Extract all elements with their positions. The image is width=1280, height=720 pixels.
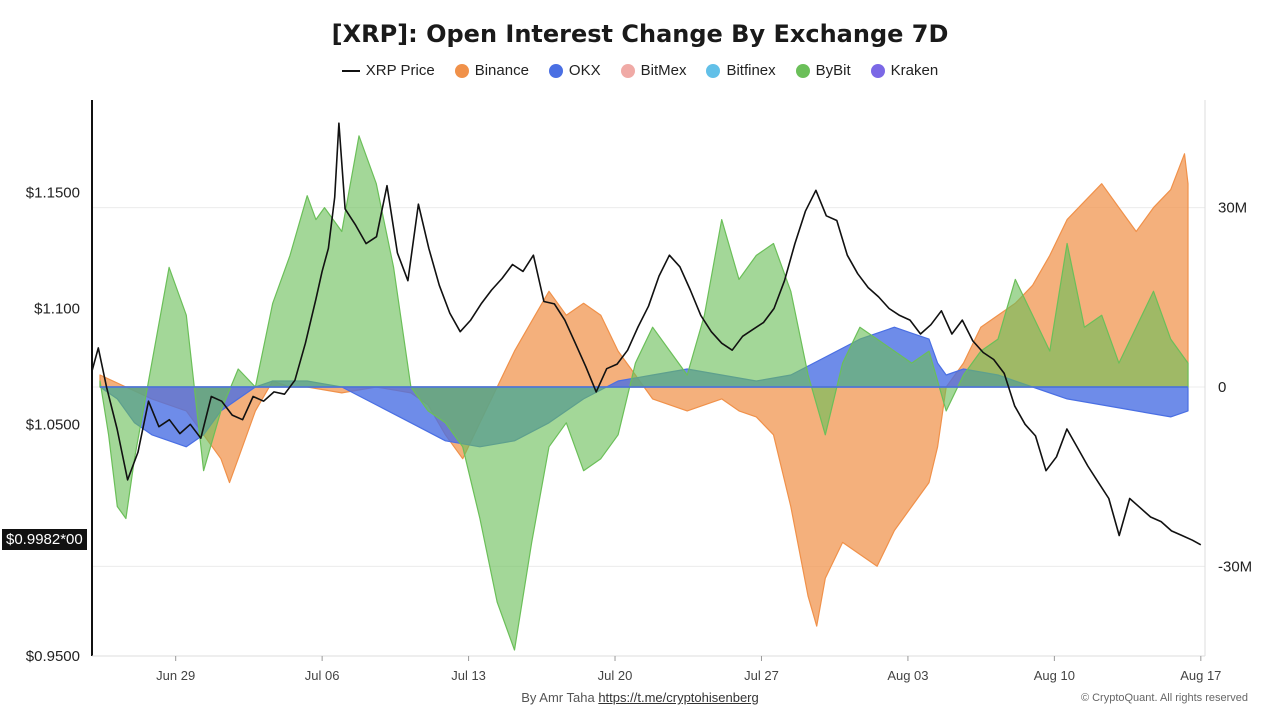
x-tick-label: Aug 10 (1034, 668, 1075, 683)
legend-line-icon (341, 69, 360, 72)
price-line (91, 122, 1202, 546)
exchange-areas (99, 135, 1189, 651)
legend-item-kraken[interactable]: Kraken (870, 62, 939, 79)
legend-dot-icon (548, 63, 563, 78)
author-link[interactable]: https://t.me/cryptohisenberg (598, 690, 759, 705)
y-axis-right-labels: 30M 0 -30M (1218, 200, 1252, 576)
legend-label: OKX (568, 62, 601, 79)
legend-dot-icon (795, 63, 810, 78)
legend-dot-icon (870, 63, 885, 78)
x-tick-label: Aug 03 (887, 668, 928, 683)
legend-item-bitfinex[interactable]: Bitfinex (706, 62, 776, 79)
legend-label: Bitfinex (726, 62, 776, 79)
x-axis-labels: Jun 29 Jul 06 Jul 13 Jul 20 Jul 27 Aug 03 Aug … (156, 656, 1221, 683)
legend-dot-icon (454, 63, 469, 78)
x-tick-label: Jul 13 (451, 668, 486, 683)
x-tick-label: Jul 20 (598, 668, 633, 683)
current-price-tag: $0.9982*00 (2, 529, 87, 550)
author-label: By Amr Taha (521, 690, 595, 705)
axes (91, 100, 1206, 657)
legend-label: ByBit (815, 62, 851, 79)
x-tick-label: Jul 06 (305, 668, 340, 683)
y-tick-label-left: $0.9500 (26, 648, 80, 665)
y-tick-label-left: $1.100 (34, 301, 80, 318)
copyright-notice: © CryptoQuant. All rights reserved (1080, 692, 1248, 704)
legend-label: XRP Price (365, 62, 435, 79)
chart-title: [XRP]: Open Interest Change By Exchange … (331, 20, 949, 48)
legend-item-xrp-price[interactable]: XRP Price (341, 62, 435, 79)
x-tick-label: Jul 27 (744, 668, 779, 683)
y-tick-label-left: $1.0500 (26, 416, 80, 433)
y-tick-label-right: 0 (1218, 379, 1226, 396)
area-binance (99, 153, 1189, 627)
y-axis-left-labels: $1.1500 $1.100 $1.0500 $0.9500 (26, 185, 80, 665)
legend-item-okx[interactable]: OKX (548, 62, 601, 79)
y-tick-label-left: $1.1500 (26, 185, 80, 202)
chart-legend: XRP Price Binance OKX BitMex Bitfinex By… (0, 62, 1280, 79)
legend-label: Kraken (890, 62, 939, 79)
y-tick-label-right: -30M (1218, 558, 1252, 575)
area-bybit (99, 135, 1189, 651)
legend-item-bybit[interactable]: ByBit (795, 62, 851, 79)
x-tick-label: Aug 17 (1180, 668, 1221, 683)
legend-label: Binance (474, 62, 529, 79)
legend-dot-icon (620, 63, 635, 78)
series-xrp-price (91, 122, 1202, 546)
x-tick-label: Jun 29 (156, 668, 195, 683)
legend-label: BitMex (640, 62, 687, 79)
y-tick-label-right: 30M (1218, 200, 1247, 217)
legend-item-binance[interactable]: Binance (454, 62, 529, 79)
chart-footer: By Amr Taha https://t.me/cryptohisenberg (0, 690, 1280, 705)
legend-dot-icon (706, 63, 721, 78)
legend-item-bitmex[interactable]: BitMex (620, 62, 687, 79)
